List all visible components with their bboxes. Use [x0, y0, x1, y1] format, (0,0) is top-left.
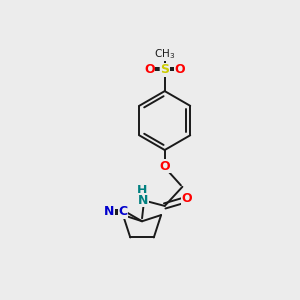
Text: CH$_3$: CH$_3$	[154, 47, 175, 61]
Text: O: O	[159, 160, 170, 173]
Text: C: C	[119, 205, 128, 218]
Text: S: S	[160, 63, 169, 76]
Text: H: H	[137, 184, 147, 197]
Text: N: N	[138, 194, 149, 207]
Text: N: N	[104, 205, 114, 218]
Text: O: O	[175, 63, 185, 76]
Text: O: O	[182, 192, 192, 205]
Text: O: O	[144, 63, 155, 76]
